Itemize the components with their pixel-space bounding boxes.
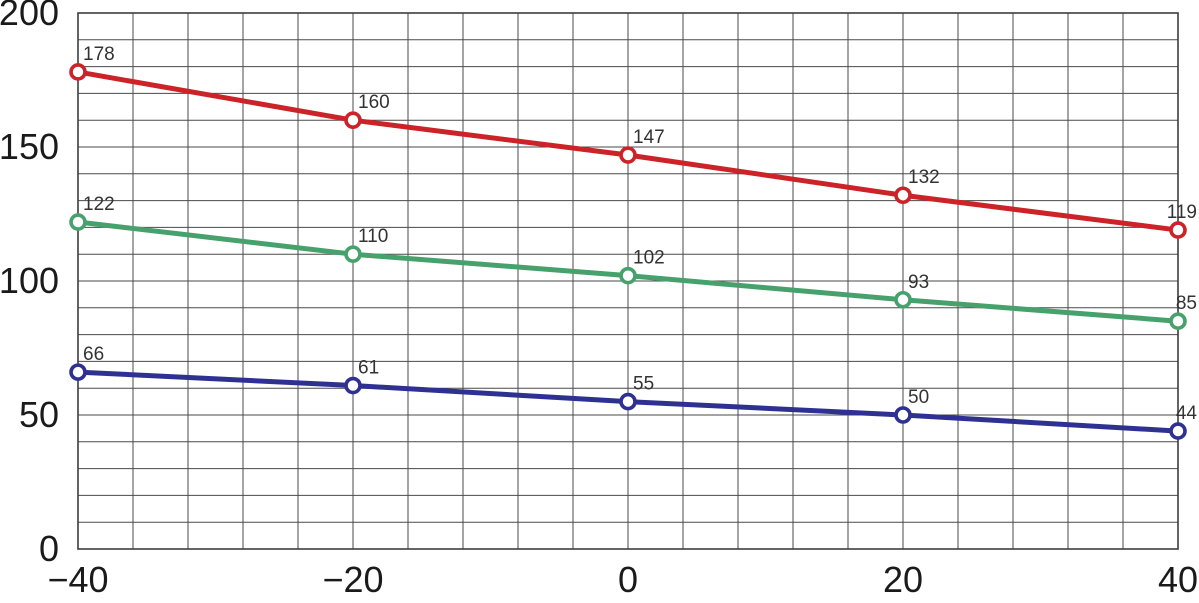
marker-layer [69,63,1187,440]
series-red-data-label: 132 [908,167,940,188]
series-green-data-label: 93 [908,272,929,293]
label-layer: 178 160 147 132 119 122 110 102 93 85 66 61 55 50 44 [83,44,1197,424]
series-blue-data-label: 44 [1176,403,1198,424]
series-blue-marker [69,363,87,381]
y-tick-label: 200 [0,0,59,33]
x-tick-label: −40 [47,559,108,600]
y-tick-label: 100 [0,260,59,301]
series-green-marker [894,290,912,309]
series-red-data-label: 160 [358,92,390,113]
series-red-marker [894,186,912,205]
x-tick-label: 40 [1158,559,1198,600]
series-blue-data-label: 50 [908,387,929,408]
series-red-data-label: 119 [1167,202,1197,223]
series-green-marker [69,213,87,231]
plot-border [77,12,1179,550]
x-tick-label: 20 [883,559,923,600]
series-red-data-label: 178 [83,44,115,65]
series-blue-marker [619,392,637,411]
series-red-marker [619,146,637,164]
series-green-marker [344,245,362,263]
x-tick-label: −20 [322,559,383,600]
series-blue-data-label: 66 [83,344,104,365]
series-green-marker [1169,312,1187,331]
series-red-marker [344,111,362,129]
series-green-data-label: 102 [633,248,665,269]
series-green-marker [619,266,637,285]
series-red-marker [69,63,87,81]
series-blue-marker [1169,422,1187,440]
series-green-data-label: 110 [358,226,388,247]
y-tick-label: 0 [39,528,59,569]
series-red-data-label: 147 [633,127,665,148]
x-tick-label: 0 [618,559,638,600]
grid-layer [77,12,1179,550]
series-blue-data-label: 55 [633,374,654,395]
series-blue-marker [894,406,912,424]
series-red-marker [1169,221,1187,239]
y-tick-label: 150 [0,126,59,167]
y-tick-label: 50 [19,394,59,435]
series-green-data-label: 85 [1176,293,1197,314]
series-blue-marker [344,376,362,395]
series-blue-data-label: 61 [358,358,379,379]
series-green-data-label: 122 [83,194,115,215]
